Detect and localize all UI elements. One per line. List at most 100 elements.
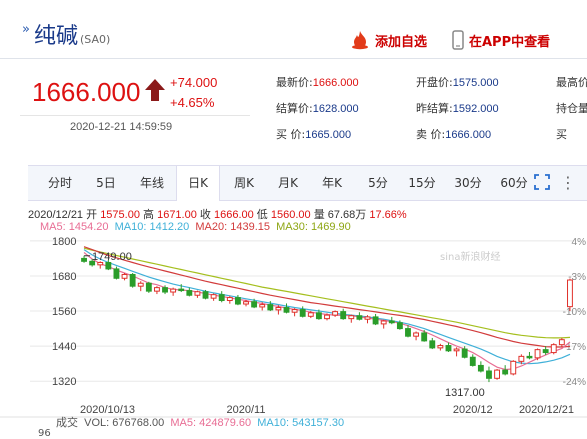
candle-body <box>275 307 282 311</box>
candle-body <box>259 304 266 308</box>
vol-value: VOL: 676768.00 <box>84 417 165 429</box>
candle-body <box>453 348 460 352</box>
candle-body <box>486 370 492 379</box>
tab-5day[interactable]: 5日 <box>96 176 116 190</box>
y-tick-label: 1440 <box>52 341 76 353</box>
ma10-line <box>83 249 571 365</box>
candle-body <box>194 291 201 296</box>
fullscreen-icon[interactable] <box>534 174 550 190</box>
candle-body <box>348 315 355 320</box>
x-tick-label: 2020/12 <box>453 404 493 416</box>
candle-body <box>429 340 436 349</box>
tab-daily-k[interactable]: 日K <box>176 166 220 201</box>
chart-period-tabs: 分时 5日 年线 日K 周K 月K 年K 5分 15分 30分 60分 ⋮ <box>28 165 587 201</box>
candle-body <box>315 312 322 320</box>
tab-timeshare[interactable]: 分时 <box>47 176 72 190</box>
candle-body <box>251 301 258 308</box>
candle-body <box>518 355 525 362</box>
tab-monthly-k[interactable]: 月K <box>278 176 298 190</box>
tab-5min[interactable]: 5分 <box>368 176 388 190</box>
quote-value: 1628.000 <box>312 103 359 115</box>
page-title: 纯碱 (SA0) <box>34 18 110 50</box>
pct-tick-label: -10% <box>563 307 586 318</box>
header-divider <box>0 58 587 59</box>
quote-grid: 最新价:1666.000 开盘价:1575.000 最高价 结算价:1628.0… <box>276 70 587 148</box>
volume-label: 量 <box>313 209 325 221</box>
quote-value: 1666.000 <box>445 129 492 141</box>
tab-year-line[interactable]: 年线 <box>139 176 164 190</box>
candle-body <box>380 320 387 325</box>
pct-tick-label: 4% <box>572 237 587 248</box>
quote-timestamp: 2020-12-21 14:59:59 <box>70 121 173 133</box>
candle-body <box>129 273 136 287</box>
change-value: +74.000 <box>170 75 218 90</box>
quote-label: 最高价 <box>556 76 587 89</box>
candle-body <box>340 311 347 320</box>
candle-body <box>299 309 306 317</box>
candle-body <box>542 349 549 354</box>
add-favorite-button[interactable]: 添加自选 <box>350 30 427 50</box>
y-tick-label: 1560 <box>52 306 76 318</box>
candle-body <box>526 355 533 359</box>
high-label: 高 <box>143 209 155 221</box>
volume-value: 67.68万 <box>327 209 367 221</box>
quote-label: 买 <box>556 128 567 141</box>
more-options-icon[interactable]: ⋮ <box>560 173 576 192</box>
tab-60min[interactable]: 60分 <box>500 176 528 190</box>
ma20-line <box>83 246 571 348</box>
candle-body <box>137 282 144 287</box>
instrument-name: 纯碱 <box>34 24 79 49</box>
x-tick-label: 2020/10/13 <box>80 404 135 416</box>
candle-body <box>477 364 484 372</box>
tab-yearly-k[interactable]: 年K <box>322 176 342 190</box>
add-favorite-label: 添加自选 <box>375 34 428 50</box>
quote-value: 1592.000 <box>452 103 499 115</box>
candle-body <box>502 369 509 375</box>
candle-body <box>186 290 193 296</box>
candle-body <box>121 273 128 279</box>
open-label: 开 <box>86 209 98 221</box>
ma20-legend: MA20: 1439.15 <box>195 221 270 233</box>
ma30-line <box>83 247 571 339</box>
open-value: 1575.00 <box>100 209 140 221</box>
pct-tick-label: -3% <box>568 272 586 283</box>
candle-body <box>421 332 428 342</box>
candle-body <box>510 360 517 375</box>
tab-weekly-k[interactable]: 周K <box>234 176 254 190</box>
candle-body <box>356 315 363 320</box>
tab-30min[interactable]: 30分 <box>454 176 482 190</box>
quote-value: 1575.000 <box>452 77 499 89</box>
candle-body <box>332 311 339 316</box>
pct-change-value: 17.66% <box>369 209 407 221</box>
candle-body <box>469 356 476 366</box>
volume-axis-tick: 96 <box>38 428 51 439</box>
candle-body <box>145 282 152 292</box>
quote-row: 结算价:1628.000 昨结算:1592.000 持仓量 <box>276 96 587 122</box>
candle-body <box>154 287 160 292</box>
arrow-up-icon <box>145 79 165 101</box>
volume-info: 成交 VOL: 676768.00 MA5: 424879.60 MA10: 5… <box>56 414 344 430</box>
kline-chart[interactable]: 1800 4% 1680 -3% 1560 -10% 1440 -17% 1320 -24% sin… <box>0 230 587 437</box>
x-tick-label: 2020/11 <box>227 404 266 416</box>
candle-body <box>202 291 209 299</box>
candle-body <box>550 344 557 354</box>
quote-row: 最新价:1666.000 开盘价:1575.000 最高价 <box>276 70 587 96</box>
candle-body <box>413 332 420 337</box>
candle-body <box>494 369 500 379</box>
quote-label: 卖 价: <box>416 128 446 141</box>
candle-body <box>364 316 371 320</box>
pct-tick-label: -17% <box>563 342 586 353</box>
last-price: 1666.000 <box>32 77 141 107</box>
candle-body <box>307 312 314 317</box>
candle-body <box>388 320 395 324</box>
price-change: +74.000 +4.65% <box>170 73 217 113</box>
ma-legend: MA5: 1454.20 MA10: 1412.20 MA20: 1439.15… <box>40 221 351 233</box>
quote-label: 最新价: <box>276 76 313 89</box>
view-in-app-button[interactable]: 在APP中查看 <box>452 30 550 50</box>
instrument-code: (SA0) <box>80 33 111 46</box>
y-tick-label: 1680 <box>52 271 76 283</box>
tab-15min[interactable]: 15分 <box>408 176 436 190</box>
phone-icon <box>452 30 464 50</box>
kline-info: 2020/12/21 开 1575.00 高 1671.00 收 1666.00… <box>28 209 407 221</box>
x-tick-label: 2020/12/21 <box>519 404 574 416</box>
